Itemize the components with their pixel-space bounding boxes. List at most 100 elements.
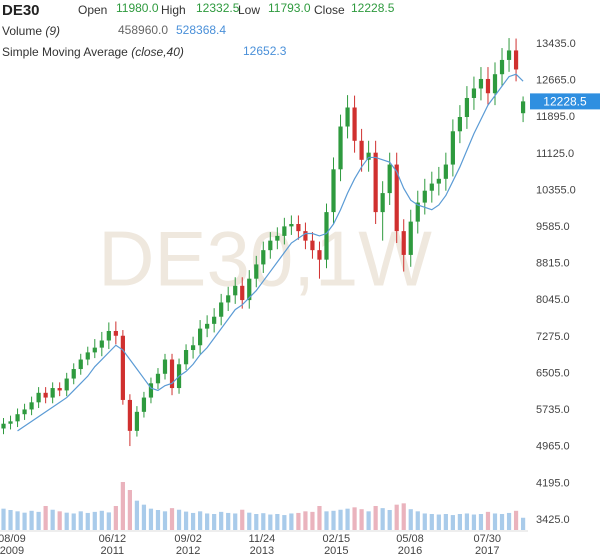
candle-body [8,421,13,424]
candle-body [106,330,111,341]
sma-legend: Simple Moving Average (close,40) [2,45,184,59]
volume-bar [57,511,62,530]
candle-body [183,350,189,365]
candle-body [261,250,266,265]
volume-bar [155,510,161,530]
volume-bar [127,490,132,530]
volume-bar [1,508,6,530]
candle-body [317,250,322,260]
volume-bar [141,504,147,530]
volume-bar [64,512,69,530]
volume-bar [380,508,385,530]
legend-value: 12228.5 [351,1,395,15]
y-tick-label: 8815.0 [536,258,570,270]
candle-body [226,295,231,303]
volume-bar [520,517,526,530]
y-tick-label: 4965.0 [536,441,570,453]
legend-label: Close [314,3,345,17]
volume-bar [352,507,357,530]
volume-bar [310,511,315,530]
volume-bar [71,513,76,530]
volume-bar [415,511,420,530]
candle-body [268,240,273,251]
volume-bar [226,512,231,530]
legend-label: Low [238,3,260,17]
legend-value: 11793.0 [268,1,311,15]
sma-value: 12652.3 [243,44,287,58]
volume-bar [401,503,406,530]
volume-bar [240,509,245,530]
candle-body [429,183,434,191]
volume-bar [268,514,273,530]
volume-bar [78,511,83,530]
volume-bar [43,506,48,530]
candle-body [408,221,413,255]
candle-body [338,126,343,170]
candle-body [247,278,252,301]
volume-bar [8,510,13,530]
volume-bar [289,513,294,530]
volume-bar [183,511,189,530]
sma-label: Simple Moving Average [2,45,128,59]
candle-body [50,388,55,398]
candle-body [289,224,294,227]
volume-bar [324,511,329,530]
candle-body [190,345,196,351]
volume-bar [338,509,343,530]
candle-body [22,409,27,415]
legend-label: High [161,3,186,17]
volume-bar [296,512,301,530]
volume-bar [15,511,20,530]
candle-body [296,224,301,232]
x-tick-label: 05/08 2016 [396,533,424,557]
volume-bar [471,514,477,530]
candle-body [254,264,259,279]
candle-body [401,231,406,255]
volume-bar [176,509,182,530]
volume-bar [190,512,196,530]
candle-body [240,285,245,301]
candle-body [499,59,505,75]
volume-bar [450,515,455,530]
candle-body [485,78,491,94]
legend-value: 11980.0 [116,1,159,15]
volume-bar [436,514,441,530]
volume-bar [247,512,252,530]
candle-body [92,347,97,353]
candle-body [169,359,175,389]
candle-body [233,285,238,296]
candle-body [492,74,498,94]
candle-body [71,369,76,379]
candle-body [127,399,132,431]
y-tick-label: 11895.0 [536,111,575,123]
y-tick-label: 5735.0 [536,404,570,416]
y-tick-label: 7275.0 [536,331,570,343]
volume-bar [303,511,308,530]
y-tick-label: 11125.0 [536,148,574,160]
volume-bar [443,514,448,530]
volume-bar [205,513,210,530]
candle-body [380,193,385,213]
candle-body [310,240,315,251]
candle-body [303,231,308,241]
candle-body [155,373,161,384]
candle-body [394,164,399,232]
candle-body [345,107,350,127]
candle-body [141,397,147,412]
legend-label: Open [78,3,107,17]
candle-body [415,202,420,222]
candle-body [282,226,287,236]
candle-body [219,302,224,317]
candle-body [120,335,125,400]
volume-label: Volume [2,24,42,38]
volume-bar [198,511,203,530]
candle-body [212,316,217,324]
y-tick-label: 10355.0 [536,184,576,196]
volume-bar [366,511,371,530]
volume-bar [134,500,140,530]
volume-bar [499,514,505,530]
candle-body [205,323,210,329]
volume-bar [22,512,27,530]
candle-body [113,330,118,336]
x-tick-label: 11/24 2013 [248,533,276,557]
